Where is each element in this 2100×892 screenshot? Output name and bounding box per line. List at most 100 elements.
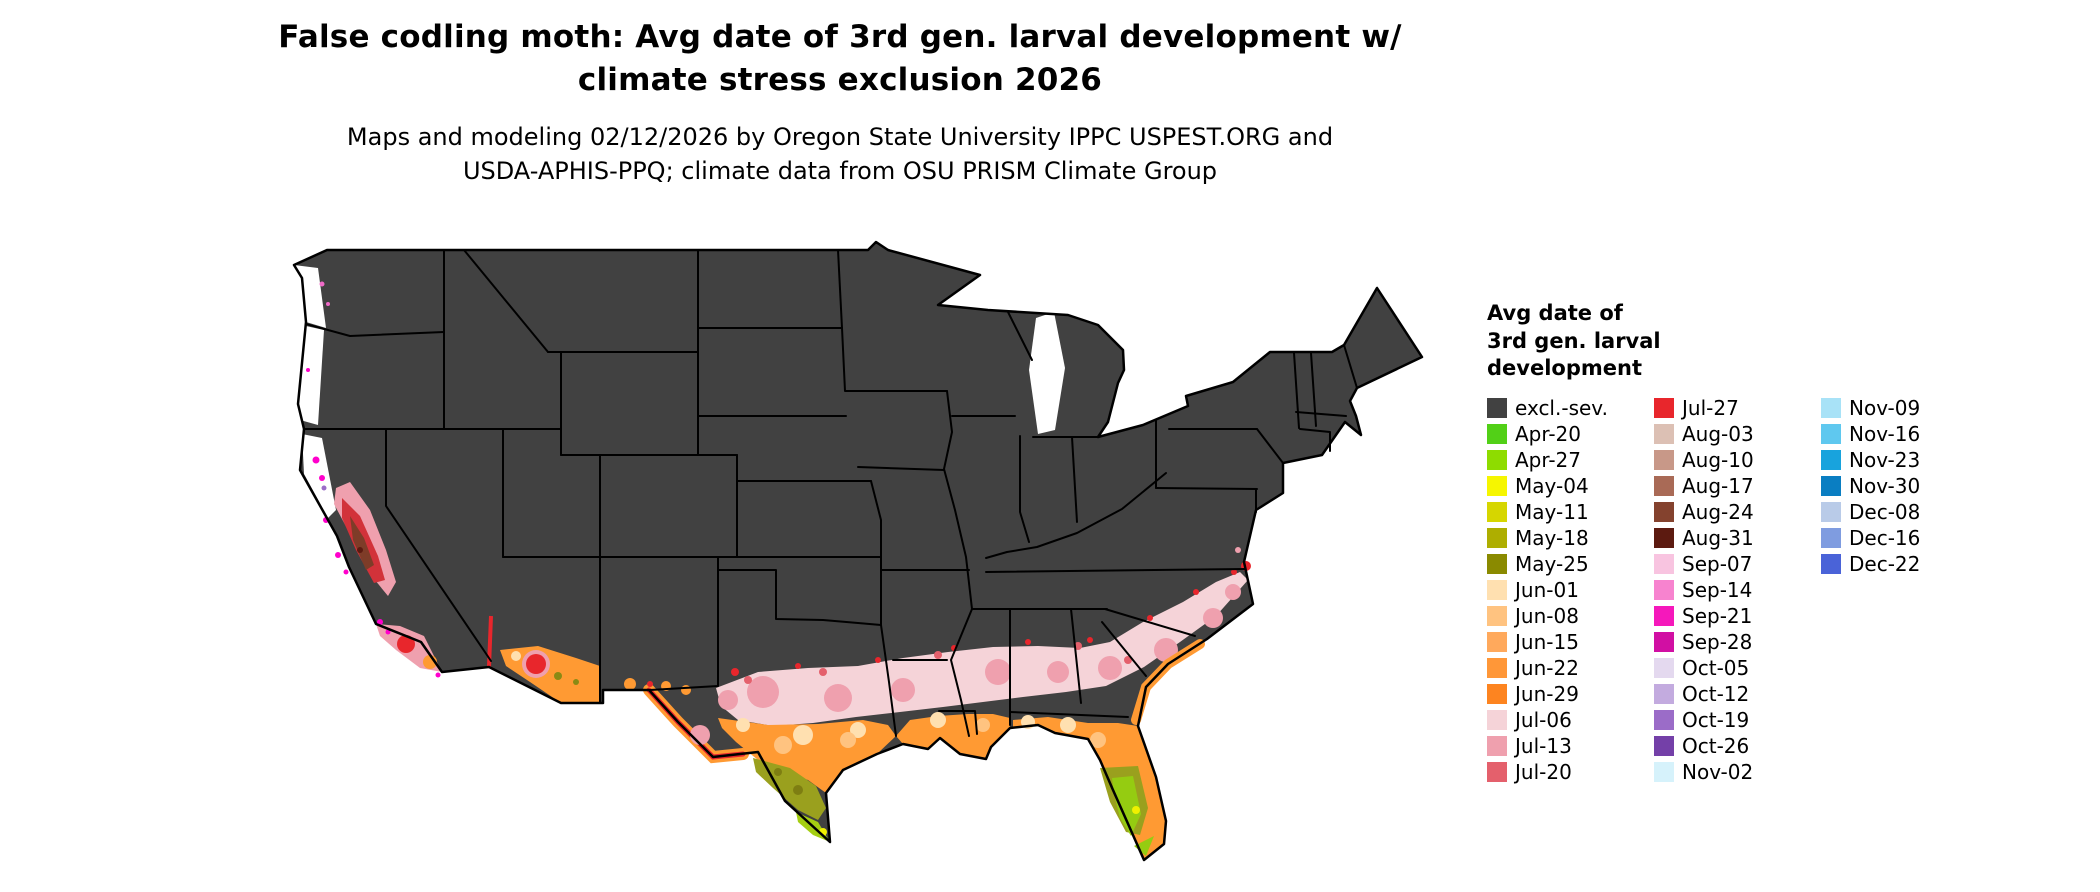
legend-item: Nov-16 xyxy=(1821,421,1988,447)
legend-swatch xyxy=(1487,424,1507,445)
legend-label: Aug-10 xyxy=(1682,448,1754,473)
legend-label: Oct-05 xyxy=(1682,656,1750,681)
legend-swatch xyxy=(1487,528,1507,549)
subtitle-line-1: Maps and modeling 02/12/2026 by Oregon S… xyxy=(346,122,1334,151)
legend-item: excl.-sev. xyxy=(1487,395,1654,421)
legend-label: Dec-22 xyxy=(1849,552,1921,577)
legend-swatch xyxy=(1654,528,1674,549)
legend-label: May-11 xyxy=(1515,500,1589,525)
legend-swatch xyxy=(1821,398,1841,419)
legend-swatch xyxy=(1487,398,1507,419)
legend-item: Jul-20 xyxy=(1487,759,1654,785)
legend-item: Sep-14 xyxy=(1654,577,1821,603)
legend-swatch xyxy=(1487,736,1507,757)
chesapeake-speck xyxy=(1235,547,1241,553)
legend-swatch xyxy=(1487,658,1507,679)
phenology-regions xyxy=(294,265,1251,860)
legend-label: Nov-23 xyxy=(1849,448,1921,473)
legend-label: Sep-21 xyxy=(1682,604,1753,629)
legend-item: May-04 xyxy=(1487,473,1654,499)
legend-swatch xyxy=(1487,450,1507,471)
legend-swatch xyxy=(1487,476,1507,497)
legend-swatch xyxy=(1654,762,1674,783)
legend-item: Jul-27 xyxy=(1654,395,1821,421)
pacific-nw-specks xyxy=(306,281,330,372)
legend-swatch xyxy=(1487,554,1507,575)
figure-header: False codling moth: Avg date of 3rd gen.… xyxy=(0,16,1680,188)
figure-title: False codling moth: Avg date of 3rd gen.… xyxy=(0,16,1680,102)
legend-label: May-04 xyxy=(1515,474,1589,499)
legend-label: May-18 xyxy=(1515,526,1589,551)
legend-columns: excl.-sev. Apr-20 Apr-27 May-04 May-11 May-18… xyxy=(1487,395,2067,785)
legend-swatch xyxy=(1821,450,1841,471)
legend-label: Sep-14 xyxy=(1682,578,1753,603)
legend-item: Oct-26 xyxy=(1654,733,1821,759)
legend-label: Jun-01 xyxy=(1515,578,1579,603)
legend-label: Oct-19 xyxy=(1682,708,1750,733)
legend-label: Jul-27 xyxy=(1682,396,1739,421)
legend-label: Jun-29 xyxy=(1515,682,1579,707)
legend-swatch xyxy=(1654,450,1674,471)
us-outline-stroke xyxy=(292,240,1424,862)
legend-label: Sep-28 xyxy=(1682,630,1753,655)
peach-patches xyxy=(736,712,1106,754)
legend-column-3: Nov-09 Nov-16 Nov-23 Nov-30 Dec-08 Dec-16 Dec-… xyxy=(1821,395,1988,785)
title-line-2: climate stress exclusion 2026 xyxy=(577,61,1103,98)
legend-swatch xyxy=(1654,424,1674,445)
legend-swatch xyxy=(1654,502,1674,523)
legend-swatch xyxy=(1654,476,1674,497)
legend-item: Oct-05 xyxy=(1654,655,1821,681)
legend-title-line-2: 3rd gen. larval xyxy=(1487,328,1661,353)
legend-swatch xyxy=(1821,502,1841,523)
legend-label: excl.-sev. xyxy=(1515,396,1608,421)
legend-item: Aug-03 xyxy=(1654,421,1821,447)
legend-label: Nov-09 xyxy=(1849,396,1921,421)
legend-label: Jul-20 xyxy=(1515,760,1572,785)
legend-item: Jul-06 xyxy=(1487,707,1654,733)
legend-swatch xyxy=(1487,762,1507,783)
legend-item: Jul-13 xyxy=(1487,733,1654,759)
legend-item: Jun-29 xyxy=(1487,681,1654,707)
legend-item: Nov-23 xyxy=(1821,447,1988,473)
legend-label: Apr-20 xyxy=(1515,422,1581,447)
legend-title: Avg date of 3rd gen. larval development xyxy=(1487,300,2067,383)
state-borders xyxy=(303,249,1358,737)
legend-item: Apr-27 xyxy=(1487,447,1654,473)
legend-swatch xyxy=(1654,606,1674,627)
legend-swatch xyxy=(1654,580,1674,601)
legend-swatch xyxy=(1654,710,1674,731)
legend-swatch xyxy=(1487,502,1507,523)
legend-label: Nov-02 xyxy=(1682,760,1754,785)
legend-swatch xyxy=(1654,632,1674,653)
legend-title-line-1: Avg date of xyxy=(1487,301,1623,325)
legend-swatch xyxy=(1487,632,1507,653)
legend-label: Aug-31 xyxy=(1682,526,1754,551)
legend-label: Jun-08 xyxy=(1515,604,1579,629)
title-line-1: False codling moth: Avg date of 3rd gen.… xyxy=(278,19,1402,55)
legend-label: Jun-15 xyxy=(1515,630,1579,655)
legend-label: Jul-13 xyxy=(1515,734,1572,759)
legend-item: Apr-20 xyxy=(1487,421,1654,447)
legend-item: May-11 xyxy=(1487,499,1654,525)
legend-swatch xyxy=(1654,658,1674,679)
legend-label: Aug-17 xyxy=(1682,474,1754,499)
legend-item: Jun-08 xyxy=(1487,603,1654,629)
legend-label: Aug-03 xyxy=(1682,422,1754,447)
legend-label: Nov-16 xyxy=(1849,422,1921,447)
legend-label: Dec-08 xyxy=(1849,500,1921,525)
legend-swatch xyxy=(1487,710,1507,731)
legend-item: Aug-17 xyxy=(1654,473,1821,499)
figure-subtitle: Maps and modeling 02/12/2026 by Oregon S… xyxy=(0,120,1680,188)
legend-item: Sep-21 xyxy=(1654,603,1821,629)
subtitle-line-2: USDA-APHIS-PPQ; climate data from OSU PR… xyxy=(462,156,1218,185)
rose-patches xyxy=(718,584,1241,712)
legend-label: Aug-24 xyxy=(1682,500,1754,525)
legend-column-2: Jul-27 Aug-03 Aug-10 Aug-17 Aug-24 Aug-31 Sep-… xyxy=(1654,395,1821,785)
legend-item: Nov-30 xyxy=(1821,473,1988,499)
legend-item: Nov-09 xyxy=(1821,395,1988,421)
legend-label: Oct-26 xyxy=(1682,734,1750,759)
legend-swatch xyxy=(1654,398,1674,419)
map-legend: Avg date of 3rd gen. larval development … xyxy=(1487,300,2067,785)
us-outline-fill xyxy=(294,242,1422,860)
